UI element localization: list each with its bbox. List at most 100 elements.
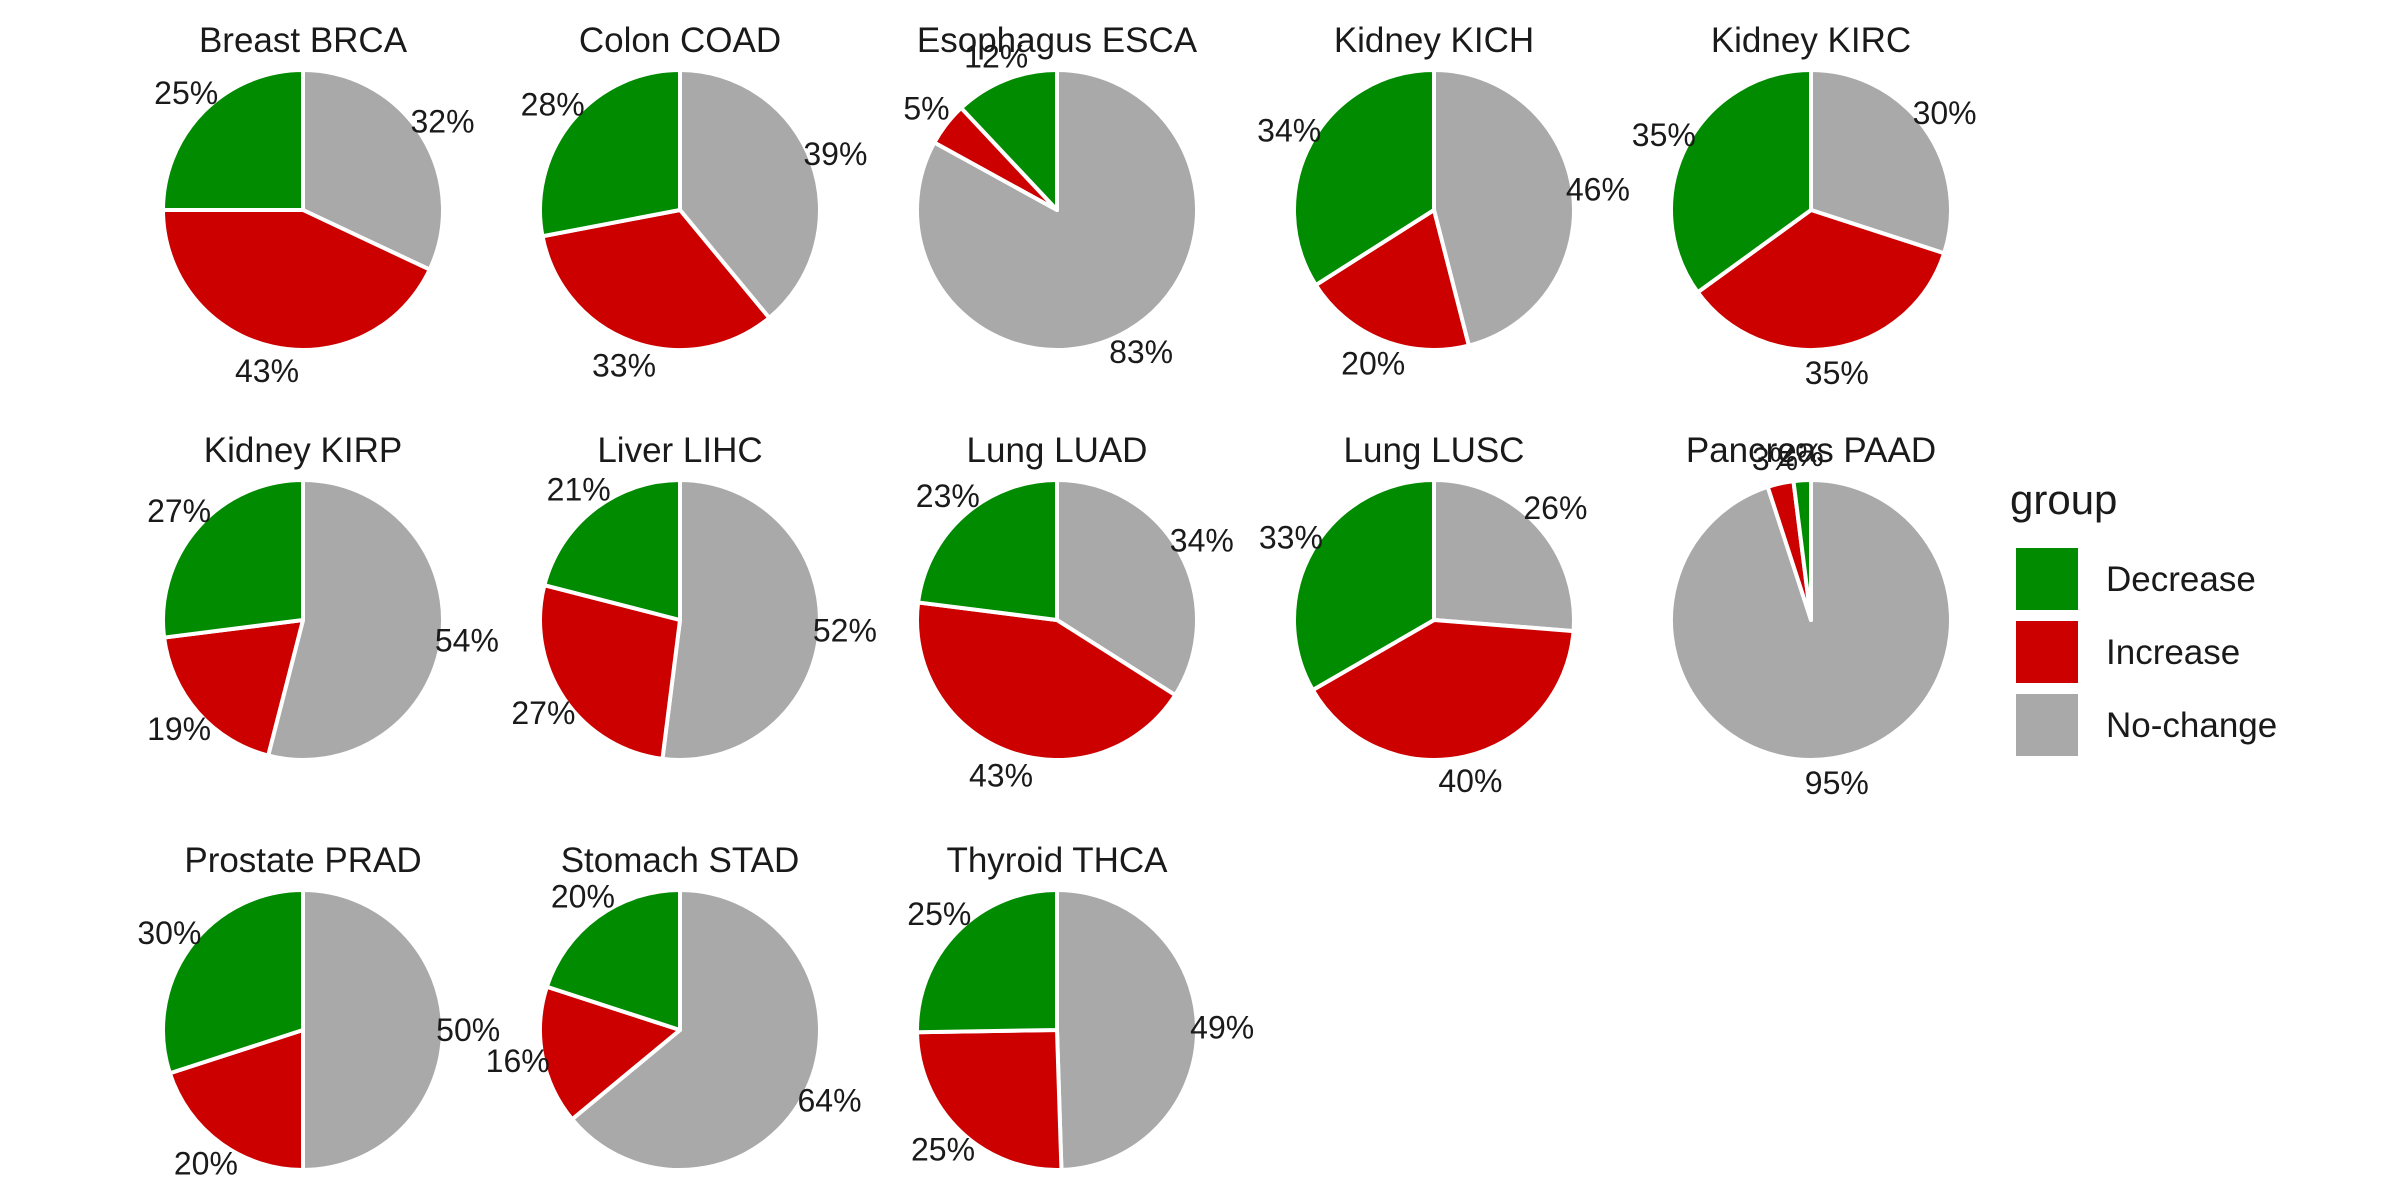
label-increase: 27% [511, 695, 575, 731]
panel-kidney-kirp: Kidney KIRP 54% 19% 27% [147, 431, 499, 762]
label-no-change: 95% [1805, 765, 1869, 801]
label-increase: 16% [486, 1043, 550, 1079]
legend-swatch [2016, 694, 2078, 756]
panel-colon-coad: Colon COAD 39% 33% 28% [521, 21, 868, 383]
panel-title: Lung LUSC [1344, 431, 1525, 470]
panel-title: Thyroid THCA [946, 841, 1168, 880]
label-increase: 19% [147, 711, 211, 747]
label-decrease: 25% [907, 896, 971, 932]
slice-decrease [959, 68, 1059, 212]
legend-label: Decrease [2106, 560, 2256, 599]
label-decrease: 25% [154, 75, 218, 111]
slice-decrease [161, 478, 305, 640]
slice-decrease [538, 68, 682, 239]
panel-kidney-kich: Kidney KICH 46% 20% 34% [1257, 21, 1630, 382]
label-decrease: 34% [1257, 112, 1321, 148]
legend-label: No-change [2106, 706, 2277, 745]
slice-decrease [161, 888, 305, 1076]
slice-decrease [915, 888, 1059, 1035]
label-no-change: 26% [1523, 490, 1587, 526]
slice-increase [915, 600, 1178, 762]
slice-increase [1310, 618, 1576, 762]
panel-title: Colon COAD [579, 21, 781, 60]
slice-increase [167, 1028, 305, 1172]
label-increase: 33% [592, 347, 656, 383]
label-increase: 20% [1341, 346, 1405, 382]
panel-title: Kidney KIRC [1711, 21, 1911, 60]
panel-stomach-stad: Stomach STAD 64% 16% 20% [486, 841, 862, 1172]
legend-swatch [2016, 548, 2078, 610]
label-increase: 25% [911, 1132, 975, 1168]
label-increase: 43% [969, 757, 1033, 793]
slice-no-change [570, 888, 822, 1172]
label-no-change: 30% [1913, 95, 1977, 131]
label-no-change: 34% [1170, 522, 1234, 558]
slice-decrease [1292, 478, 1436, 692]
label-decrease: 23% [916, 478, 980, 514]
label-decrease: 12% [964, 38, 1028, 74]
panel-title: Breast BRCA [199, 21, 408, 60]
label-increase: 3% [1752, 441, 1798, 477]
slice-decrease [161, 68, 305, 212]
label-no-change: 46% [1566, 171, 1630, 207]
label-no-change: 39% [803, 136, 867, 172]
label-decrease: 20% [551, 878, 615, 914]
label-increase: 20% [174, 1146, 238, 1182]
panel-title: Pancreas PAAD [1686, 431, 1936, 470]
slice-no-change [266, 478, 445, 762]
panel-lung-luad: Lung LUAD 34% 43% 23% [915, 431, 1234, 793]
legend-label: Increase [2106, 633, 2240, 672]
slice-increase [538, 583, 682, 761]
slice-increase [1313, 208, 1471, 352]
label-no-change: 83% [1109, 334, 1173, 370]
slice-no-change [660, 478, 822, 762]
label-increase: 35% [1805, 355, 1869, 391]
panel-title: Prostate PRAD [184, 841, 421, 880]
panel-thyroid-thca: Thyroid THCA 49% 25% 25% [907, 841, 1254, 1172]
legend-entries: Decrease Increase No-change [2016, 548, 2277, 756]
panel-title: Kidney KICH [1334, 21, 1534, 60]
label-decrease: 33% [1259, 519, 1323, 555]
legend: group Decrease Increase No-change [2010, 476, 2277, 756]
panel-prostate-prad: Prostate PRAD 50% 20% 30% [137, 841, 500, 1182]
legend-item-increase: Increase [2016, 621, 2240, 683]
panel-title: Lung LUAD [967, 431, 1148, 470]
panel-liver-lihc: Liver LIHC 52% 27% 21% [511, 431, 877, 762]
slice-increase [162, 618, 305, 758]
slice-decrease [544, 888, 682, 1032]
label-no-change: 49% [1190, 1009, 1254, 1045]
label-no-change: 50% [436, 1012, 500, 1048]
slice-no-change [1432, 478, 1576, 634]
legend-item-decrease: Decrease [2016, 548, 2256, 610]
panel-title: Liver LIHC [597, 431, 762, 470]
label-decrease: 21% [547, 472, 611, 508]
label-no-change: 64% [797, 1082, 861, 1118]
label-decrease: 28% [521, 87, 585, 123]
panel-breast-brca: Breast BRCA 32% 43% 25% [154, 21, 474, 389]
slice-decrease [916, 478, 1059, 622]
label-decrease: 35% [1632, 117, 1696, 153]
panel-pancreas-paad: Pancreas PAAD 95% 3%2% [1669, 431, 1953, 801]
slice-increase [915, 1028, 1064, 1172]
slice-no-change [1055, 888, 1199, 1172]
panel-lung-lusc: Lung LUSC 26% 40% 33% [1259, 431, 1588, 799]
slice-increase [161, 208, 432, 352]
slice-no-change [301, 68, 445, 272]
slice-decrease [1292, 68, 1436, 288]
slice-increase [1695, 208, 1947, 352]
label-decrease: 27% [147, 493, 211, 529]
slice-no-change [301, 888, 445, 1172]
label-no-change: 54% [435, 623, 499, 659]
label-increase: 43% [235, 353, 299, 389]
slice-no-change [678, 68, 822, 320]
panel-title: Stomach STAD [561, 841, 800, 880]
legend-title: group [2010, 476, 2117, 523]
label-no-change: 32% [410, 104, 474, 140]
label-increase: 40% [1438, 763, 1502, 799]
slice-increase [540, 208, 772, 352]
slice-no-change [1809, 68, 1953, 256]
label-decrease: 2% [1777, 437, 1823, 473]
label-increase: 5% [903, 91, 949, 127]
slice-decrease [1791, 477, 1813, 622]
